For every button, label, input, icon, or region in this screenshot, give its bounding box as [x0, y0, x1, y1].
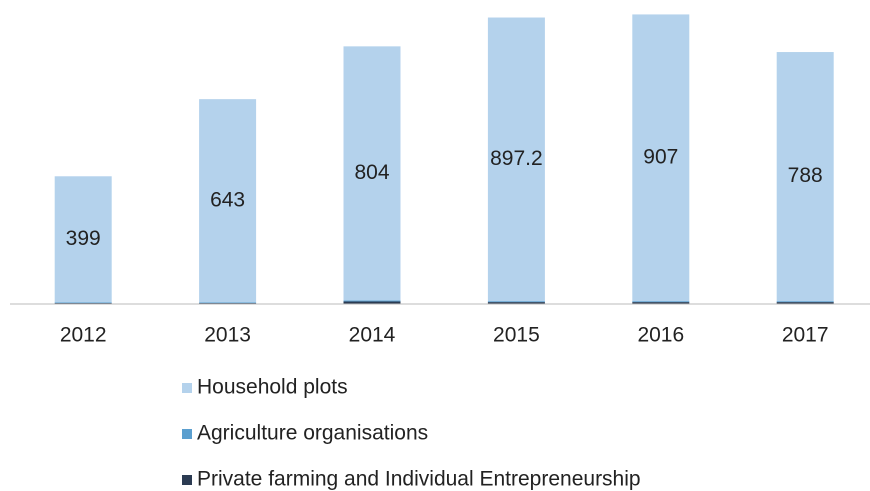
bar-segment [632, 301, 690, 303]
x-tick-label: 2017 [782, 324, 829, 347]
bar-segment [199, 302, 257, 304]
bar-segment [632, 302, 690, 304]
x-tick-label: 2012 [60, 324, 107, 347]
legend-swatch [182, 475, 192, 485]
legend-swatch [182, 383, 192, 393]
legend-label: Household plots [197, 376, 348, 399]
bar-segment [776, 301, 834, 303]
bar-segment [54, 302, 112, 304]
legend-label: Private farming and Individual Entrepren… [197, 468, 641, 491]
data-label: 804 [354, 161, 389, 184]
data-label: 643 [210, 188, 245, 211]
bar-segment [776, 52, 834, 302]
x-tick-label: 2015 [493, 324, 540, 347]
bar-segment [343, 301, 401, 304]
data-label: 907 [643, 145, 678, 168]
bar-segment [54, 176, 112, 303]
data-label: 399 [66, 227, 101, 250]
x-tick-label: 2016 [637, 324, 684, 347]
bar-segment [487, 17, 545, 302]
legend-label: Agriculture organisations [197, 422, 428, 445]
x-tick-label: 2013 [204, 324, 251, 347]
legend-swatch [182, 429, 192, 439]
bar-segment [343, 300, 401, 302]
data-label: 897.2 [490, 147, 543, 170]
bar-segment [776, 302, 834, 304]
bar-segment [487, 302, 545, 304]
bar-segment [343, 46, 401, 301]
data-label: 788 [788, 164, 823, 187]
bar-segment [487, 301, 545, 303]
x-tick-label: 2014 [349, 324, 396, 347]
bar-segment [199, 99, 257, 303]
bar-segment [632, 14, 690, 302]
